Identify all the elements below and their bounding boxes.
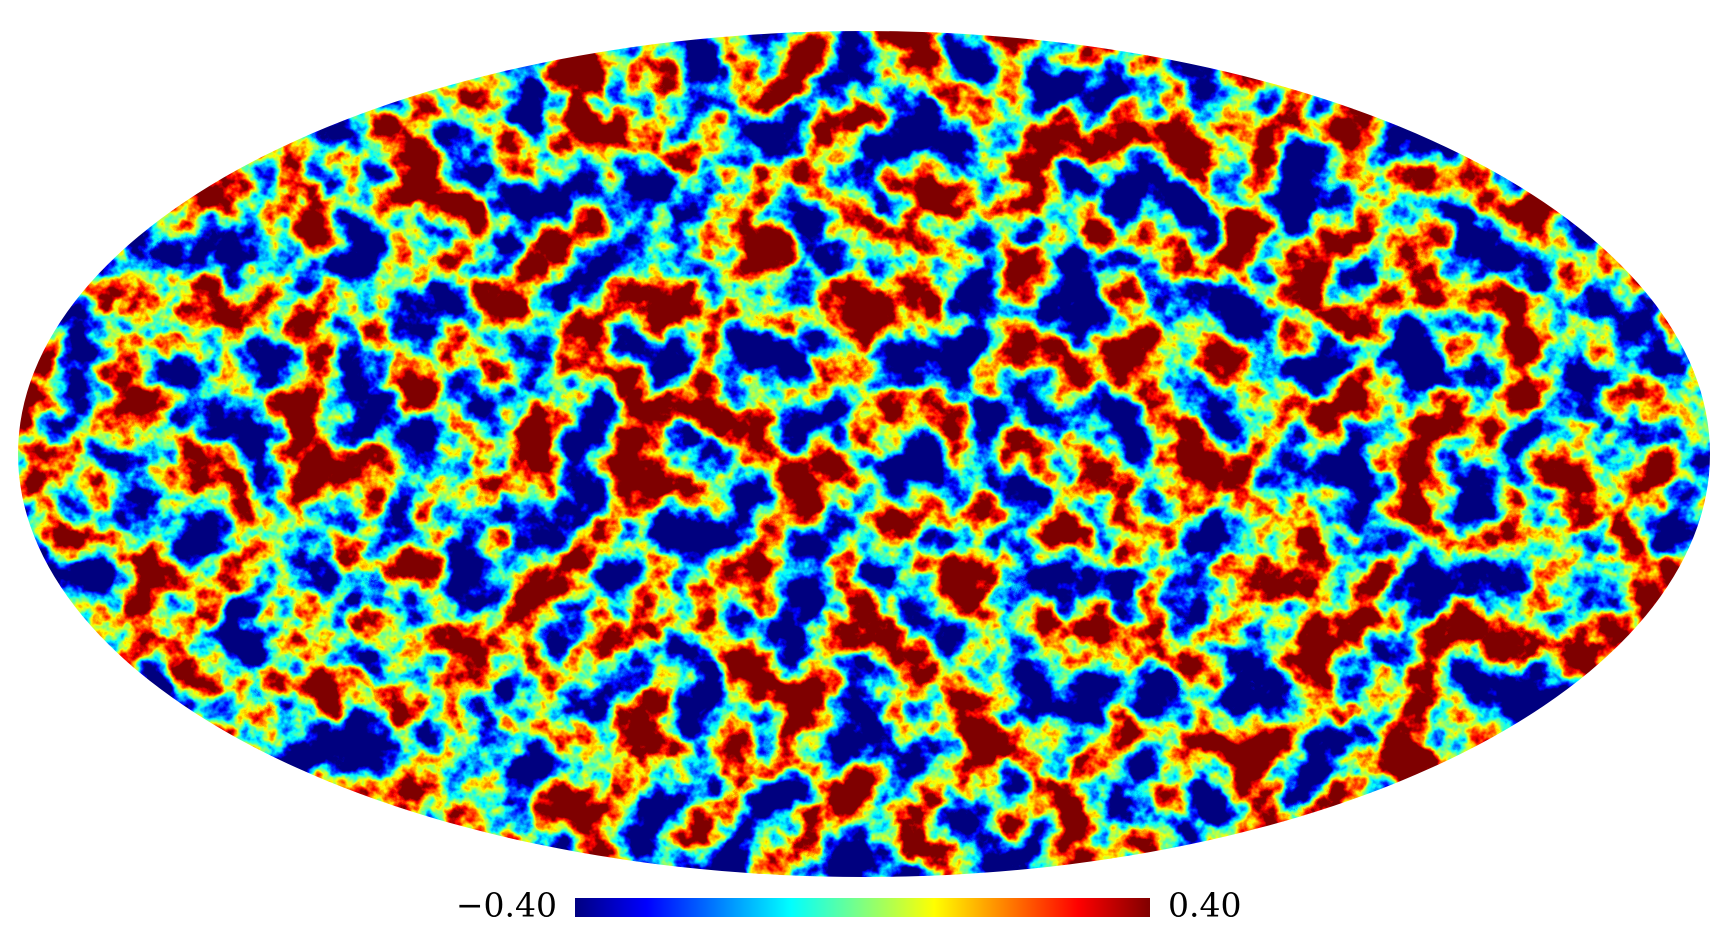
colorbar [575, 898, 1150, 917]
sky-texture [18, 31, 1710, 877]
sky-map [18, 31, 1710, 877]
colorbar-label: −0.40 [456, 886, 557, 925]
colorbar-label: 0.40 [1168, 886, 1241, 925]
